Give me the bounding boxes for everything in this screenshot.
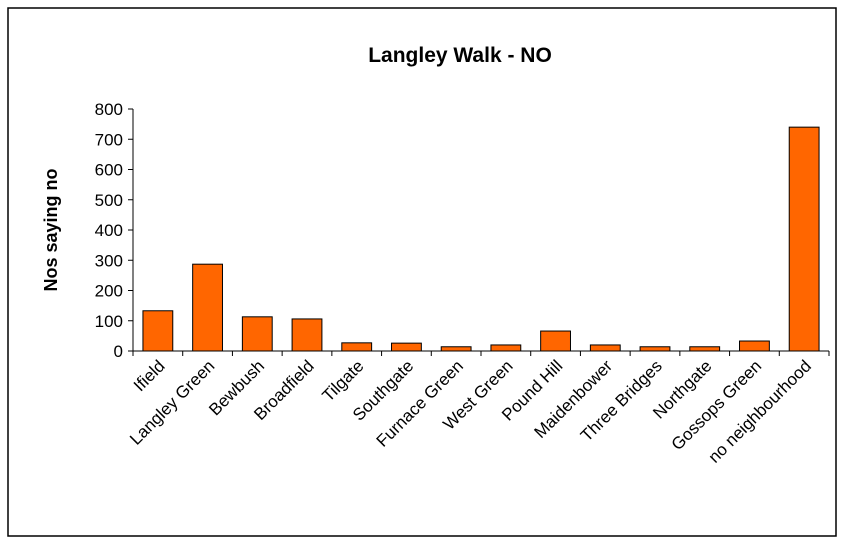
y-tick-label: 600 [95, 161, 123, 180]
bar [490, 344, 522, 352]
bar [440, 346, 472, 352]
y-tick-label: 100 [95, 312, 123, 331]
y-tick-label: 0 [114, 342, 123, 361]
bar [639, 346, 671, 352]
y-tick-label: 400 [95, 221, 123, 240]
bar [689, 346, 721, 352]
bar [589, 344, 621, 352]
bar [391, 342, 422, 352]
y-tick-label: 800 [95, 100, 123, 119]
chart-title: Langley Walk - NO [368, 44, 552, 67]
bar [788, 126, 820, 352]
y-tick-label: 700 [95, 130, 123, 149]
bar [739, 340, 770, 352]
y-tick-label: 500 [95, 191, 123, 210]
y-axis-label: Nos saying no [41, 168, 61, 291]
bar [241, 316, 273, 352]
bar [291, 318, 323, 352]
bar [142, 310, 174, 352]
bar [192, 263, 223, 352]
y-tick-label: 200 [95, 282, 123, 301]
chart-frame [7, 7, 837, 537]
bar [540, 330, 571, 352]
bar [341, 342, 373, 352]
y-tick-label: 300 [95, 251, 123, 270]
